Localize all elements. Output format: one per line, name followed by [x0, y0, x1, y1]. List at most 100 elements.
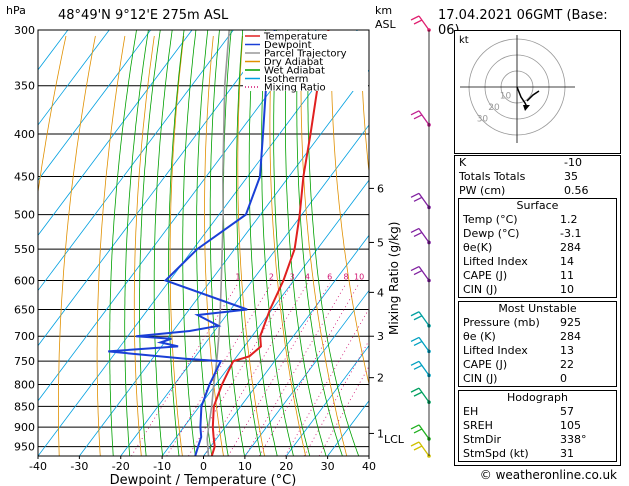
index-label: PW (cm)	[459, 184, 506, 197]
plot-frame	[37, 29, 370, 457]
temperature-line	[210, 30, 330, 456]
height-tick-label: 4	[377, 286, 384, 299]
hodograph-ring-label: 10	[500, 92, 512, 102]
hodograph-unit-label: kt	[459, 35, 469, 46]
surface-value: 1.2	[560, 213, 578, 226]
isotherm-line	[203, 234, 369, 456]
wind-barb-flag	[410, 265, 420, 272]
temp-tick-label: -20	[112, 460, 130, 473]
mixing-ratio-label: 10	[354, 273, 364, 282]
hodograph-row: SREH 105	[459, 419, 616, 433]
most-unstable-row: θe (K) 284	[459, 330, 616, 344]
wind-barb	[418, 387, 430, 403]
height-tick-label: 5	[377, 236, 384, 249]
pressure-tick-label: 650	[14, 303, 35, 316]
surface-row: Temp (°C) 1.2	[459, 213, 616, 227]
hodograph-value: 338°	[560, 433, 587, 446]
km-label: km	[375, 4, 393, 17]
isotherm-line	[38, 30, 110, 126]
pressure-tick-label: 350	[14, 80, 35, 93]
most-unstable-value: 0	[560, 372, 567, 385]
pressure-tick-label: 300	[14, 24, 35, 37]
surface-title: Surface	[516, 199, 559, 212]
wind-barb-flag	[410, 424, 420, 430]
wet-adiabat-line	[284, 30, 327, 456]
surface-row: Lifted Index 14	[459, 255, 616, 269]
pressure-tick-label: 700	[14, 330, 35, 343]
legend-entry: Wet Adiabat	[264, 66, 325, 77]
most-unstable-value: 925	[560, 316, 581, 329]
surface-label: Temp (°C)	[463, 213, 518, 226]
surface-row: θe(K) 284	[459, 241, 616, 255]
most-unstable-row: CAPE (J) 22	[459, 358, 616, 372]
legend-entry: Mixing Ratio	[264, 83, 326, 94]
legend-entry: Dry Adiabat	[264, 57, 323, 68]
dry-adiabat-line	[133, 35, 155, 456]
surface-value: -3.1	[560, 227, 582, 240]
hodograph-label: StmSpd (kt)	[463, 447, 529, 460]
dewpoint-line	[108, 30, 276, 456]
mixing-ratio-line	[227, 283, 331, 456]
index-value: 0.56	[564, 184, 589, 197]
dry-adiabat-line	[330, 36, 369, 386]
wind-barb-flag	[413, 19, 423, 25]
pressure-tick-label: 400	[14, 128, 35, 141]
most-unstable-value: 284	[560, 330, 581, 343]
surface-section: Surface Temp (°C) 1.2 Dewp (°C) -3.1 θe(K) 28…	[458, 198, 617, 298]
hpa-label: hPa	[6, 4, 26, 17]
temp-tick-label: -30	[70, 460, 88, 473]
dry-adiabat-line	[269, 35, 306, 456]
most-unstable-row: Lifted Index 13	[459, 344, 616, 358]
pressure-tick-label: 900	[14, 421, 35, 434]
index-label: K	[459, 156, 467, 169]
index-row: PW (cm) 0.56	[455, 184, 620, 198]
surface-value: 284	[560, 241, 581, 254]
index-value: -10	[564, 156, 582, 169]
surface-label: Lifted Index	[463, 255, 528, 268]
wet-adiabat-line	[236, 30, 262, 456]
height-tick-label: 3	[377, 330, 384, 343]
surface-row: Dewp (°C) -3.1	[459, 227, 616, 241]
parcel-trajectory-line	[206, 30, 230, 456]
surface-label: Dewp (°C)	[463, 227, 520, 240]
dry-adiabat-line	[38, 35, 67, 195]
pressure-tick-label: 450	[14, 171, 35, 184]
isotherm-line	[79, 69, 369, 456]
wind-barb-flag	[413, 391, 423, 397]
wind-barb-flag	[413, 269, 423, 276]
hodograph-row: StmSpd (kt) 31	[459, 447, 616, 461]
wet-adiabat-line	[182, 30, 197, 456]
most-unstable-label: Lifted Index	[463, 344, 528, 357]
wind-barb-flag	[410, 227, 420, 234]
wind-barb	[418, 266, 430, 281]
wet-adiabat-line	[196, 30, 213, 456]
isotherm-line	[285, 345, 369, 456]
isotherm-line	[120, 124, 369, 456]
most-unstable-value: 13	[560, 344, 574, 357]
wet-adiabat-line	[296, 30, 343, 456]
dry-adiabat-line	[204, 35, 224, 456]
height-tick-label: 1	[377, 427, 384, 440]
mixing-ratio-label: 6	[327, 273, 332, 282]
hodograph-value: 105	[560, 419, 581, 432]
mixing-ratio-line	[188, 283, 293, 456]
wind-barb	[418, 337, 430, 352]
wind-barb-flag	[413, 315, 423, 321]
mixing-ratio-label: 3	[290, 273, 295, 282]
wind-barb	[418, 15, 430, 31]
most-unstable-title: Most Unstable	[498, 302, 577, 315]
index-label: Totals Totals	[459, 170, 526, 183]
wet-adiabat-line	[168, 30, 185, 456]
height-tick-label: 2	[377, 372, 384, 385]
hodograph-label: StmDir	[463, 433, 502, 446]
hodograph-row: StmDir 338°	[459, 433, 616, 447]
dry-adiabat-line	[360, 35, 369, 176]
wind-barb	[418, 228, 430, 243]
index-value: 35	[564, 170, 578, 183]
surface-value: 10	[560, 283, 574, 296]
most-unstable-label: θe (K)	[463, 330, 496, 343]
wind-barb	[418, 311, 430, 327]
pressure-tick-label: 950	[14, 441, 35, 454]
surface-label: θe(K)	[463, 241, 493, 254]
